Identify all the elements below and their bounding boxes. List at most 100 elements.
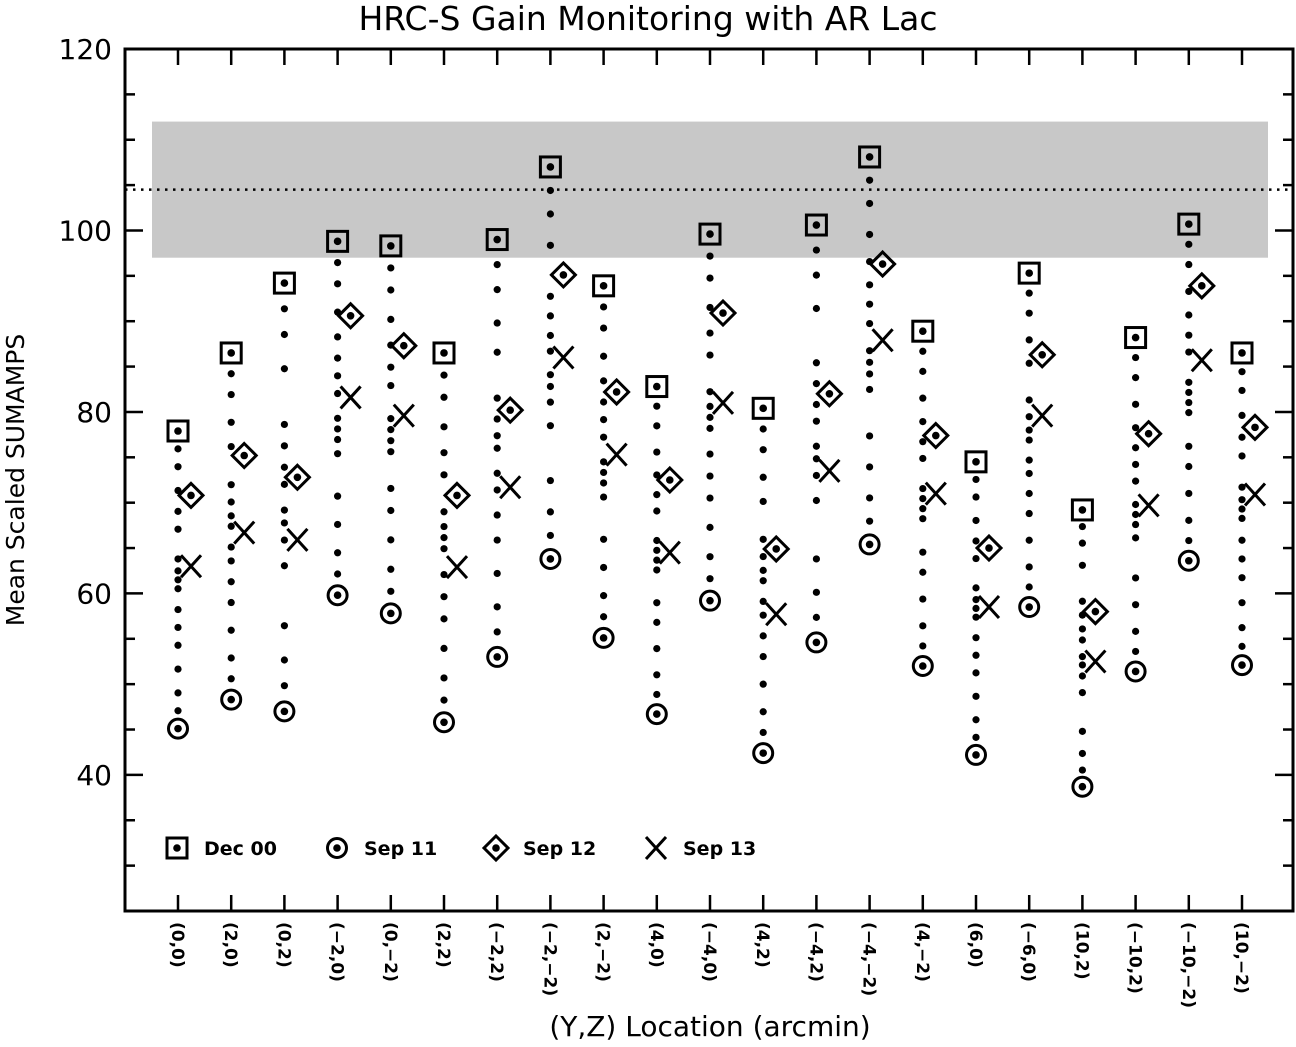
intermediate-dot <box>706 553 714 561</box>
intermediate-dot <box>1238 411 1246 419</box>
legend-label: Sep 12 <box>523 838 596 860</box>
intermediate-dot <box>919 515 927 523</box>
circle-with-dot-marker <box>379 602 402 625</box>
intermediate-dot <box>440 545 448 553</box>
intermediate-dot <box>546 476 555 485</box>
intermediate-dot <box>600 377 608 385</box>
intermediate-dot <box>866 199 874 208</box>
intermediate-dot <box>706 303 714 312</box>
intermediate-dot <box>334 435 342 444</box>
intermediate-dot <box>866 432 874 440</box>
cross-marker <box>605 442 628 467</box>
cross-marker <box>1031 403 1054 428</box>
intermediate-dot <box>1238 642 1246 650</box>
intermediate-dot <box>227 512 235 520</box>
chart-title: HRC-S Gain Monitoring with AR Lac <box>358 0 937 38</box>
intermediate-dot <box>1025 509 1033 518</box>
intermediate-dot <box>600 433 608 441</box>
x-tick-label: (0,−2) <box>380 922 400 982</box>
circle-with-dot-marker <box>592 626 615 649</box>
intermediate-dot <box>812 613 821 621</box>
intermediate-dot <box>174 507 182 515</box>
intermediate-dot <box>280 305 288 313</box>
intermediate-dot <box>866 385 874 394</box>
axes <box>123 47 1295 913</box>
legend-item: Sep 12 <box>481 833 596 863</box>
intermediate-dot <box>706 329 714 337</box>
intermediate-dot <box>1025 413 1033 421</box>
intermediate-dot <box>334 333 342 341</box>
intermediate-dot <box>1078 522 1086 531</box>
intermediate-dot <box>440 534 448 542</box>
intermediate-dot <box>1078 727 1086 735</box>
intermediate-dot <box>546 312 555 320</box>
intermediate-dot <box>919 495 927 503</box>
intermediate-dot <box>440 570 448 579</box>
intermediate-dot <box>493 286 501 294</box>
square-with-dot-marker <box>911 319 935 343</box>
intermediate-dot <box>1025 396 1033 404</box>
intermediate-dot <box>227 675 235 683</box>
intermediate-dot <box>227 390 235 399</box>
intermediate-dot <box>653 448 661 456</box>
intermediate-dot <box>653 644 661 653</box>
square-with-dot-marker <box>538 155 562 179</box>
intermediate-dot <box>440 471 448 479</box>
intermediate-dot <box>227 598 235 607</box>
diamond-with-dot-marker <box>602 377 631 407</box>
legend-item: Sep 13 <box>644 835 756 861</box>
circle-with-dot-marker <box>1177 549 1200 572</box>
cross-marker <box>924 481 947 506</box>
intermediate-dot <box>812 271 821 279</box>
intermediate-dot <box>1132 601 1140 609</box>
intermediate-dot <box>706 472 714 480</box>
cross-marker <box>711 390 735 415</box>
x-tick-label: (6,0) <box>965 922 985 968</box>
intermediate-dot <box>546 210 555 218</box>
intermediate-dot <box>1185 409 1193 417</box>
intermediate-dot <box>1078 636 1086 644</box>
square-with-dot-marker <box>751 396 775 420</box>
intermediate-dot <box>706 388 714 396</box>
intermediate-dot <box>1132 627 1140 635</box>
intermediate-dot <box>174 445 182 453</box>
intermediate-dot <box>919 347 927 355</box>
intermediate-dot <box>334 414 342 422</box>
circle-with-dot-marker <box>273 700 296 723</box>
intermediate-dot <box>227 543 235 551</box>
intermediate-dot <box>1185 287 1193 296</box>
cross-marker <box>765 602 788 627</box>
intermediate-dot <box>174 555 182 563</box>
intermediate-dot <box>972 613 980 621</box>
intermediate-dot <box>1132 477 1140 485</box>
diamond-with-dot-marker <box>389 331 418 360</box>
intermediate-dot <box>759 552 767 561</box>
intermediate-dot <box>706 450 714 458</box>
x-tick-label: (2,−2) <box>593 922 613 982</box>
intermediate-dot <box>706 274 714 282</box>
intermediate-dot <box>334 372 342 380</box>
intermediate-dot <box>812 400 821 409</box>
intermediate-dot <box>866 300 874 308</box>
intermediate-dot <box>812 380 821 388</box>
intermediate-dot <box>493 469 501 477</box>
x-tick-label: (−6,0) <box>1018 922 1038 982</box>
intermediate-dot <box>546 422 555 430</box>
intermediate-dot <box>227 481 235 489</box>
intermediate-dot <box>706 413 714 421</box>
intermediate-dot <box>440 674 448 682</box>
intermediate-dot <box>1238 483 1246 491</box>
intermediate-dot <box>280 463 288 471</box>
intermediate-dot <box>280 656 288 664</box>
intermediate-dot <box>1132 400 1140 408</box>
intermediate-dot <box>1132 520 1140 529</box>
intermediate-dot <box>812 471 821 480</box>
intermediate-dot <box>440 522 448 531</box>
intermediate-dot <box>174 525 182 533</box>
intermediate-dot <box>759 446 767 454</box>
intermediate-dot <box>1238 624 1246 632</box>
intermediate-dot <box>1185 311 1193 319</box>
intermediate-dot <box>1025 359 1033 367</box>
intermediate-dot <box>1185 516 1193 524</box>
intermediate-dot <box>1238 599 1246 607</box>
